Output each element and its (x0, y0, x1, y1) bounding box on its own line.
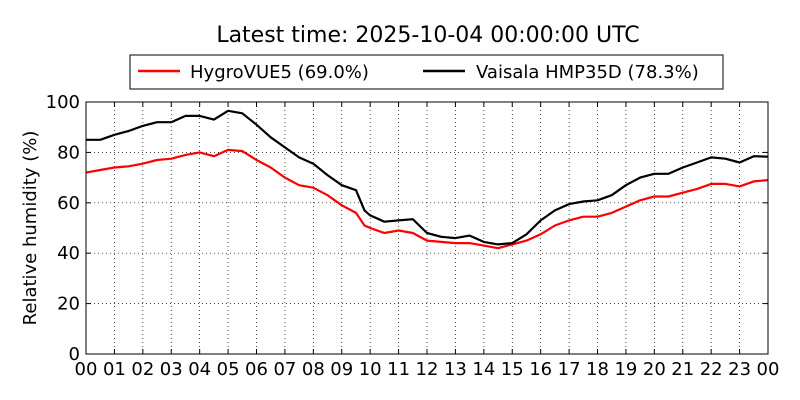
y-axis-label: Relative humidity (%) (20, 131, 41, 326)
x-tick-label: 07 (273, 359, 296, 380)
x-tick-label: 21 (671, 359, 694, 380)
x-tick-label: 01 (103, 359, 126, 380)
series-lines (85, 109, 769, 250)
x-tick-label: 04 (188, 359, 211, 380)
y-ticks: 0 20 40 60 80 100 (46, 92, 768, 365)
y-tick-label: 100 (46, 92, 80, 113)
legend-label-hygrovue5: HygroVUE5 (69.0%) (190, 62, 369, 83)
x-tick-label: 00 (75, 359, 98, 380)
x-tick-label: 03 (160, 359, 183, 380)
x-tick-label: 11 (387, 359, 410, 380)
x-tick-label: 22 (700, 359, 723, 380)
x-tick-label: 09 (330, 359, 353, 380)
x-tick-label: 06 (245, 359, 268, 380)
y-tick-label: 40 (57, 243, 80, 264)
x-tick-label: 02 (131, 359, 154, 380)
x-tick-label: 19 (614, 359, 637, 380)
x-tick-label: 16 (529, 359, 552, 380)
y-tick-label: 0 (69, 344, 80, 365)
legend: HygroVUE5 (69.0%) Vaisala HMP35D (78.3%) (129, 54, 724, 90)
y-tick-label: 80 (57, 142, 80, 163)
chart-title: Latest time: 2025-10-04 00:00:00 UTC (216, 23, 639, 48)
series-line-vaisala (86, 109, 769, 246)
x-tick-label: 18 (586, 359, 609, 380)
x-tick-label: 17 (558, 359, 581, 380)
x-tick-label: 14 (472, 359, 495, 380)
plot-area-frame (85, 101, 769, 355)
x-tick-label: 12 (416, 359, 439, 380)
x-tick-label: 20 (643, 359, 666, 380)
x-tick-label: 13 (444, 359, 467, 380)
legend-label-vaisala: Vaisala HMP35D (78.3%) (476, 62, 699, 83)
y-tick-label: 60 (57, 193, 80, 214)
y-tick-label: 20 (57, 294, 80, 315)
grid (86, 102, 768, 354)
x-tick-label: 15 (501, 359, 524, 380)
x-tick-label: 23 (728, 359, 751, 380)
x-tick-label: 10 (359, 359, 382, 380)
series-line-hygrovue5 (85, 148, 769, 250)
x-ticks: 00 01 02 03 04 05 06 07 08 09 10 11 12 13 14 15 16 17 18 19… (75, 102, 780, 380)
x-tick-label: 05 (217, 359, 240, 380)
x-tick-label: 08 (302, 359, 325, 380)
x-tick-label: 00 (757, 359, 780, 380)
